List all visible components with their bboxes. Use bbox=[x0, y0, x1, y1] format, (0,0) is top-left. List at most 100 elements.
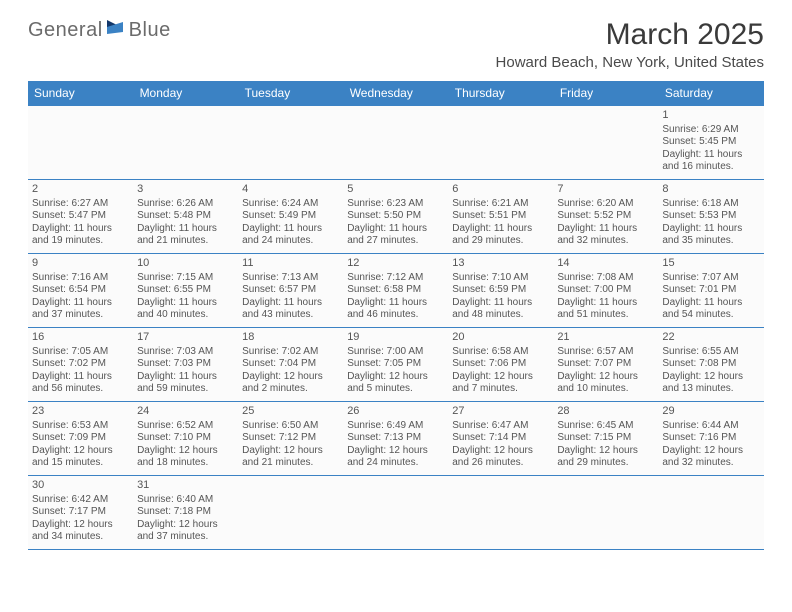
day-info: Sunrise: 6:21 AMSunset: 5:51 PMDaylight:… bbox=[452, 198, 549, 248]
day-info: Sunrise: 7:12 AMSunset: 6:58 PMDaylight:… bbox=[347, 272, 444, 322]
calendar-cell: 6Sunrise: 6:21 AMSunset: 5:51 PMDaylight… bbox=[448, 180, 553, 254]
day-info: Sunrise: 6:44 AMSunset: 7:16 PMDaylight:… bbox=[662, 420, 759, 470]
calendar-cell: 9Sunrise: 7:16 AMSunset: 6:54 PMDaylight… bbox=[28, 254, 133, 328]
location: Howard Beach, New York, United States bbox=[496, 54, 764, 71]
calendar-cell: 10Sunrise: 7:15 AMSunset: 6:55 PMDayligh… bbox=[133, 254, 238, 328]
day-number: 25 bbox=[242, 405, 339, 419]
day-number: 21 bbox=[557, 331, 654, 345]
calendar-cell bbox=[448, 476, 553, 550]
day-number: 8 bbox=[662, 183, 759, 197]
logo: General Blue bbox=[28, 18, 171, 42]
calendar-cell: 16Sunrise: 7:05 AMSunset: 7:02 PMDayligh… bbox=[28, 328, 133, 402]
calendar-cell bbox=[553, 106, 658, 180]
day-number: 30 bbox=[32, 479, 129, 493]
calendar-cell: 1Sunrise: 6:29 AMSunset: 5:45 PMDaylight… bbox=[658, 106, 763, 180]
calendar-row: 16Sunrise: 7:05 AMSunset: 7:02 PMDayligh… bbox=[28, 328, 764, 402]
day-info: Sunrise: 6:50 AMSunset: 7:12 PMDaylight:… bbox=[242, 420, 339, 470]
calendar-cell: 18Sunrise: 7:02 AMSunset: 7:04 PMDayligh… bbox=[238, 328, 343, 402]
calendar-cell: 13Sunrise: 7:10 AMSunset: 6:59 PMDayligh… bbox=[448, 254, 553, 328]
day-number: 10 bbox=[137, 257, 234, 271]
weekday-header: Thursday bbox=[448, 81, 553, 106]
day-info: Sunrise: 7:15 AMSunset: 6:55 PMDaylight:… bbox=[137, 272, 234, 322]
day-info: Sunrise: 6:29 AMSunset: 5:45 PMDaylight:… bbox=[662, 124, 759, 174]
day-info: Sunrise: 7:08 AMSunset: 7:00 PMDaylight:… bbox=[557, 272, 654, 322]
calendar-cell: 4Sunrise: 6:24 AMSunset: 5:49 PMDaylight… bbox=[238, 180, 343, 254]
calendar-cell: 8Sunrise: 6:18 AMSunset: 5:53 PMDaylight… bbox=[658, 180, 763, 254]
day-info: Sunrise: 6:18 AMSunset: 5:53 PMDaylight:… bbox=[662, 198, 759, 248]
day-number: 19 bbox=[347, 331, 444, 345]
day-info: Sunrise: 6:58 AMSunset: 7:06 PMDaylight:… bbox=[452, 346, 549, 396]
day-number: 16 bbox=[32, 331, 129, 345]
calendar-cell: 14Sunrise: 7:08 AMSunset: 7:00 PMDayligh… bbox=[553, 254, 658, 328]
day-number: 24 bbox=[137, 405, 234, 419]
calendar-cell: 2Sunrise: 6:27 AMSunset: 5:47 PMDaylight… bbox=[28, 180, 133, 254]
calendar-cell: 25Sunrise: 6:50 AMSunset: 7:12 PMDayligh… bbox=[238, 402, 343, 476]
day-info: Sunrise: 6:40 AMSunset: 7:18 PMDaylight:… bbox=[137, 494, 234, 544]
calendar-cell: 19Sunrise: 7:00 AMSunset: 7:05 PMDayligh… bbox=[343, 328, 448, 402]
day-number: 15 bbox=[662, 257, 759, 271]
day-info: Sunrise: 6:42 AMSunset: 7:17 PMDaylight:… bbox=[32, 494, 129, 544]
calendar-cell bbox=[553, 476, 658, 550]
calendar-row: 1Sunrise: 6:29 AMSunset: 5:45 PMDaylight… bbox=[28, 106, 764, 180]
day-info: Sunrise: 6:53 AMSunset: 7:09 PMDaylight:… bbox=[32, 420, 129, 470]
day-number: 31 bbox=[137, 479, 234, 493]
day-number: 29 bbox=[662, 405, 759, 419]
day-info: Sunrise: 6:20 AMSunset: 5:52 PMDaylight:… bbox=[557, 198, 654, 248]
day-number: 11 bbox=[242, 257, 339, 271]
day-info: Sunrise: 7:02 AMSunset: 7:04 PMDaylight:… bbox=[242, 346, 339, 396]
day-info: Sunrise: 7:10 AMSunset: 6:59 PMDaylight:… bbox=[452, 272, 549, 322]
calendar-cell: 27Sunrise: 6:47 AMSunset: 7:14 PMDayligh… bbox=[448, 402, 553, 476]
logo-text-2: Blue bbox=[129, 19, 171, 42]
day-number: 12 bbox=[347, 257, 444, 271]
weekday-header-row: Sunday Monday Tuesday Wednesday Thursday… bbox=[28, 81, 764, 106]
day-number: 28 bbox=[557, 405, 654, 419]
calendar-cell bbox=[133, 106, 238, 180]
calendar-table: Sunday Monday Tuesday Wednesday Thursday… bbox=[28, 81, 764, 550]
calendar-cell bbox=[343, 106, 448, 180]
calendar-cell bbox=[238, 106, 343, 180]
day-info: Sunrise: 6:27 AMSunset: 5:47 PMDaylight:… bbox=[32, 198, 129, 248]
day-number: 18 bbox=[242, 331, 339, 345]
day-info: Sunrise: 7:03 AMSunset: 7:03 PMDaylight:… bbox=[137, 346, 234, 396]
day-number: 26 bbox=[347, 405, 444, 419]
header: General Blue March 2025 Howard Beach, Ne… bbox=[28, 18, 764, 75]
day-number: 7 bbox=[557, 183, 654, 197]
calendar-cell: 17Sunrise: 7:03 AMSunset: 7:03 PMDayligh… bbox=[133, 328, 238, 402]
calendar-row: 23Sunrise: 6:53 AMSunset: 7:09 PMDayligh… bbox=[28, 402, 764, 476]
logo-text-1: General bbox=[28, 19, 103, 42]
weekday-header: Tuesday bbox=[238, 81, 343, 106]
calendar-cell: 12Sunrise: 7:12 AMSunset: 6:58 PMDayligh… bbox=[343, 254, 448, 328]
day-number: 5 bbox=[347, 183, 444, 197]
day-number: 17 bbox=[137, 331, 234, 345]
calendar-cell: 7Sunrise: 6:20 AMSunset: 5:52 PMDaylight… bbox=[553, 180, 658, 254]
calendar-cell: 29Sunrise: 6:44 AMSunset: 7:16 PMDayligh… bbox=[658, 402, 763, 476]
calendar-cell: 21Sunrise: 6:57 AMSunset: 7:07 PMDayligh… bbox=[553, 328, 658, 402]
weekday-header: Saturday bbox=[658, 81, 763, 106]
calendar-cell: 24Sunrise: 6:52 AMSunset: 7:10 PMDayligh… bbox=[133, 402, 238, 476]
day-info: Sunrise: 7:16 AMSunset: 6:54 PMDaylight:… bbox=[32, 272, 129, 322]
day-info: Sunrise: 6:47 AMSunset: 7:14 PMDaylight:… bbox=[452, 420, 549, 470]
calendar-row: 30Sunrise: 6:42 AMSunset: 7:17 PMDayligh… bbox=[28, 476, 764, 550]
calendar-cell bbox=[343, 476, 448, 550]
title-block: March 2025 Howard Beach, New York, Unite… bbox=[496, 18, 764, 75]
day-info: Sunrise: 6:49 AMSunset: 7:13 PMDaylight:… bbox=[347, 420, 444, 470]
day-info: Sunrise: 6:55 AMSunset: 7:08 PMDaylight:… bbox=[662, 346, 759, 396]
day-number: 3 bbox=[137, 183, 234, 197]
day-number: 2 bbox=[32, 183, 129, 197]
day-info: Sunrise: 6:26 AMSunset: 5:48 PMDaylight:… bbox=[137, 198, 234, 248]
day-number: 13 bbox=[452, 257, 549, 271]
day-number: 6 bbox=[452, 183, 549, 197]
day-number: 4 bbox=[242, 183, 339, 197]
weekday-header: Friday bbox=[553, 81, 658, 106]
calendar-cell: 26Sunrise: 6:49 AMSunset: 7:13 PMDayligh… bbox=[343, 402, 448, 476]
calendar-cell: 15Sunrise: 7:07 AMSunset: 7:01 PMDayligh… bbox=[658, 254, 763, 328]
calendar-cell bbox=[28, 106, 133, 180]
day-info: Sunrise: 7:13 AMSunset: 6:57 PMDaylight:… bbox=[242, 272, 339, 322]
day-number: 23 bbox=[32, 405, 129, 419]
calendar-cell bbox=[448, 106, 553, 180]
day-number: 22 bbox=[662, 331, 759, 345]
weekday-header: Monday bbox=[133, 81, 238, 106]
calendar-row: 2Sunrise: 6:27 AMSunset: 5:47 PMDaylight… bbox=[28, 180, 764, 254]
calendar-row: 9Sunrise: 7:16 AMSunset: 6:54 PMDaylight… bbox=[28, 254, 764, 328]
calendar-cell bbox=[238, 476, 343, 550]
